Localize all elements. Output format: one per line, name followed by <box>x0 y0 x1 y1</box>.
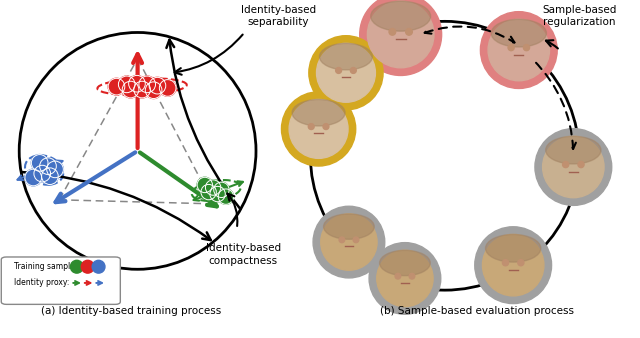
Ellipse shape <box>508 45 514 51</box>
Ellipse shape <box>543 136 604 198</box>
Text: Identity-based
separability: Identity-based separability <box>241 5 316 27</box>
Ellipse shape <box>367 1 434 68</box>
Ellipse shape <box>380 250 430 276</box>
Ellipse shape <box>488 19 550 81</box>
Ellipse shape <box>324 214 374 239</box>
Ellipse shape <box>31 154 48 171</box>
Ellipse shape <box>518 260 524 266</box>
Ellipse shape <box>321 214 377 270</box>
Ellipse shape <box>47 161 63 178</box>
Ellipse shape <box>159 80 176 96</box>
Text: (b) Sample-based evaluation process: (b) Sample-based evaluation process <box>380 306 574 316</box>
Ellipse shape <box>139 76 156 93</box>
Ellipse shape <box>92 260 105 273</box>
Ellipse shape <box>122 81 139 98</box>
Text: Sample-based
regularization: Sample-based regularization <box>542 5 616 27</box>
Ellipse shape <box>563 162 569 168</box>
Ellipse shape <box>524 45 529 51</box>
Ellipse shape <box>70 260 83 273</box>
Ellipse shape <box>377 250 433 307</box>
Ellipse shape <box>309 36 383 110</box>
Ellipse shape <box>319 43 372 70</box>
Ellipse shape <box>360 0 442 75</box>
Ellipse shape <box>145 82 162 98</box>
Ellipse shape <box>395 273 401 279</box>
Ellipse shape <box>214 182 229 197</box>
Ellipse shape <box>42 168 58 185</box>
Ellipse shape <box>34 165 51 182</box>
Ellipse shape <box>197 177 212 193</box>
Ellipse shape <box>308 124 314 129</box>
Ellipse shape <box>317 43 376 102</box>
Ellipse shape <box>289 99 348 159</box>
Ellipse shape <box>25 169 42 186</box>
FancyBboxPatch shape <box>1 257 120 304</box>
Ellipse shape <box>502 260 509 266</box>
Ellipse shape <box>149 77 166 94</box>
Ellipse shape <box>578 162 584 168</box>
Ellipse shape <box>353 237 359 243</box>
Ellipse shape <box>389 28 396 35</box>
Ellipse shape <box>546 136 601 164</box>
Ellipse shape <box>218 189 234 204</box>
Ellipse shape <box>486 235 541 262</box>
Ellipse shape <box>483 235 544 296</box>
Ellipse shape <box>409 273 415 279</box>
Text: (a) Identity-based training process: (a) Identity-based training process <box>41 306 221 316</box>
Ellipse shape <box>134 81 150 98</box>
Ellipse shape <box>282 92 356 166</box>
Ellipse shape <box>210 186 225 202</box>
Ellipse shape <box>350 68 356 73</box>
Ellipse shape <box>313 206 385 278</box>
Ellipse shape <box>323 124 329 129</box>
Ellipse shape <box>339 237 345 243</box>
Ellipse shape <box>118 76 135 93</box>
Ellipse shape <box>129 75 145 92</box>
Text: Training samples:: Training samples: <box>14 262 81 271</box>
Ellipse shape <box>108 78 125 95</box>
Ellipse shape <box>371 1 431 31</box>
Text: Identity-based
compactness: Identity-based compactness <box>205 243 281 266</box>
Text: Identity proxy:: Identity proxy: <box>14 279 70 287</box>
Ellipse shape <box>81 260 94 273</box>
Ellipse shape <box>406 28 412 35</box>
Ellipse shape <box>481 11 557 89</box>
Ellipse shape <box>535 128 612 206</box>
Ellipse shape <box>40 158 56 174</box>
Ellipse shape <box>205 180 221 195</box>
Ellipse shape <box>369 243 441 314</box>
Ellipse shape <box>491 19 547 47</box>
Ellipse shape <box>292 99 345 126</box>
Ellipse shape <box>201 185 216 200</box>
Ellipse shape <box>335 68 342 73</box>
Ellipse shape <box>475 227 552 304</box>
